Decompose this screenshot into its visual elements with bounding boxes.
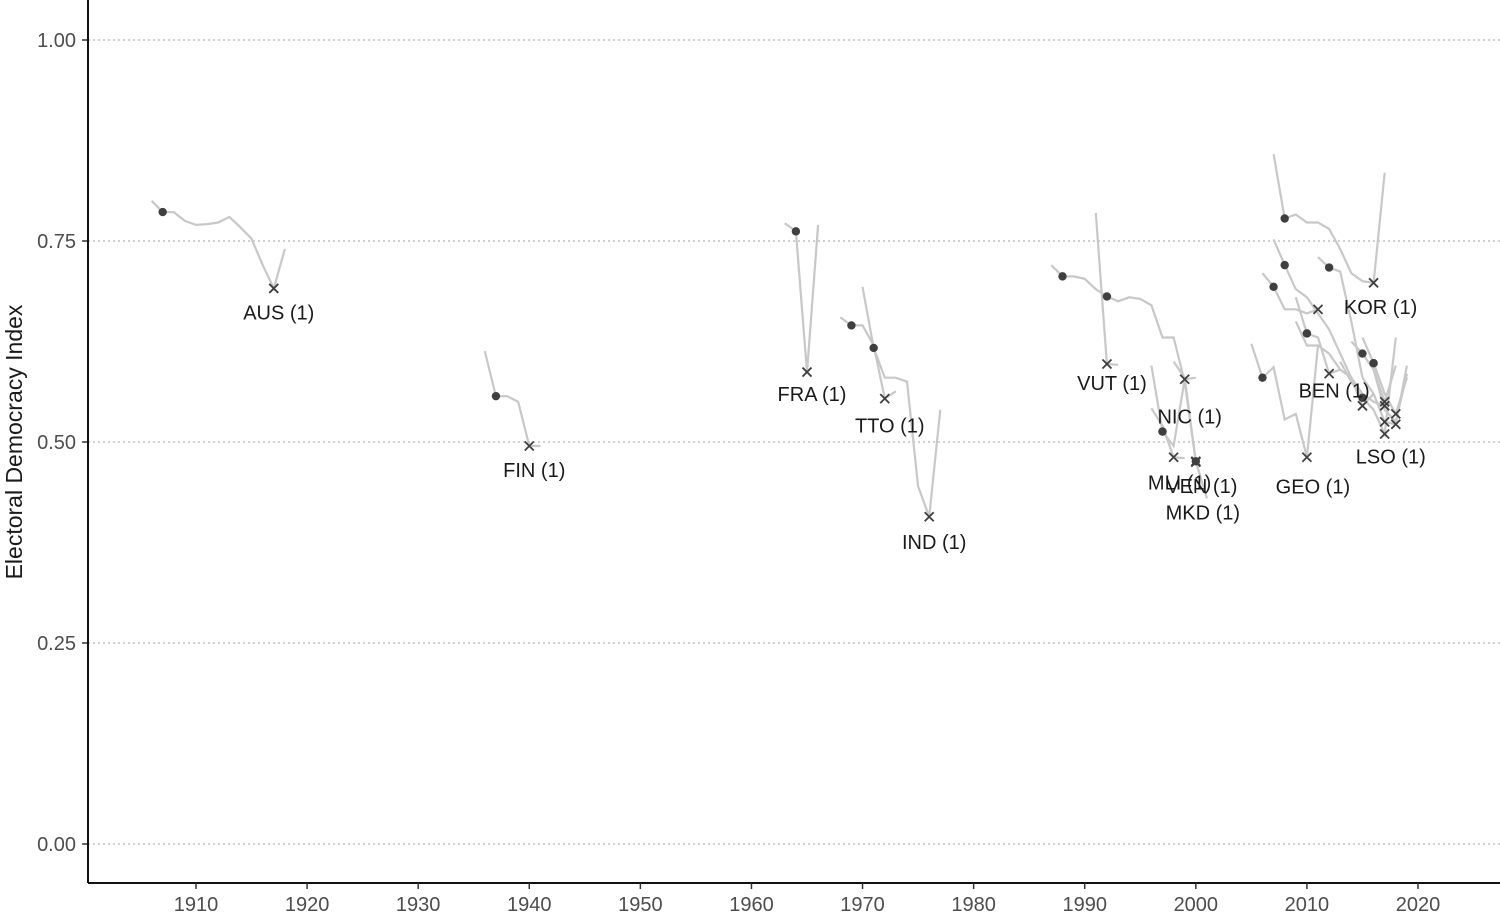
onset-point — [1358, 393, 1367, 402]
end-marker — [879, 393, 890, 404]
episode-label: LSO (1) — [1356, 446, 1426, 468]
end-marker — [1101, 358, 1113, 370]
end-marker — [1301, 452, 1313, 463]
end-marker — [1312, 304, 1324, 315]
episode-labels: AUS (1) FIN (1) FRA (1) TTO (1) IND (1) VEN (… — [243, 297, 1426, 554]
onset-point — [1358, 349, 1367, 358]
onset-point — [869, 343, 878, 353]
episode-label: AUS (1) — [243, 302, 314, 324]
onset-point — [1102, 292, 1112, 301]
onset-point — [1280, 214, 1289, 223]
x-tick-label: 1940 — [507, 894, 552, 916]
end-marker — [1379, 416, 1390, 428]
onset-point — [847, 321, 856, 330]
episode-line — [1050, 264, 1197, 463]
episode-trajectories — [150, 154, 1408, 518]
axes: 0.00 0.25 0.50 0.75 1.00 1910 1920 1930 1940 1950… — [37, 0, 1500, 916]
episode-markers — [158, 207, 1401, 522]
end-marker — [1357, 400, 1368, 411]
episode-line — [1150, 407, 1185, 460]
end-marker — [1323, 368, 1335, 379]
x-tick-label: 1980 — [951, 894, 996, 916]
episode-line — [839, 316, 897, 401]
onset-point — [1058, 272, 1067, 281]
y-tick-label: 1.00 — [37, 30, 76, 52]
episode-label: VUT (1) — [1077, 373, 1147, 395]
end-marker — [1379, 396, 1390, 407]
end-marker — [268, 283, 279, 294]
episode-line — [1372, 369, 1408, 425]
episode-label: NIC (1) — [1157, 406, 1221, 428]
onset-point — [1269, 282, 1278, 292]
episode-line — [1294, 296, 1341, 376]
end-marker — [1379, 400, 1390, 411]
episode-label: MKD (1) — [1166, 502, 1240, 524]
y-tick-label: 0.75 — [37, 231, 76, 253]
episode-label: FRA (1) — [778, 384, 847, 406]
onset-point — [791, 227, 801, 236]
episode-line — [1339, 337, 1397, 439]
episode-label: TTO (1) — [855, 416, 925, 438]
onset-point — [158, 207, 167, 217]
y-tick-label: 0.50 — [37, 432, 76, 454]
onset-point — [1258, 373, 1267, 382]
onset-point — [1369, 359, 1378, 368]
y-tick-label: 0.00 — [37, 834, 76, 856]
episode-label: BEN (1) — [1299, 381, 1370, 403]
end-marker — [1368, 277, 1379, 288]
episode-line — [150, 200, 286, 292]
onset-point — [1324, 263, 1334, 272]
onset-point — [1280, 260, 1289, 270]
episode-line — [483, 350, 541, 448]
end-marker — [1390, 419, 1401, 430]
end-marker — [524, 440, 535, 452]
x-tick-label: 1990 — [1062, 894, 1107, 916]
x-tick-label: 1960 — [729, 894, 774, 916]
episode-label: VEN (1) — [1166, 476, 1237, 498]
x-tick-label: 2010 — [1285, 894, 1330, 916]
episode-line — [784, 222, 820, 373]
onset-point — [1158, 427, 1167, 436]
y-tick-label: 0.25 — [37, 633, 76, 655]
x-tick-label: 1970 — [840, 894, 885, 916]
end-marker — [924, 511, 935, 522]
episode-label: FIN (1) — [503, 460, 565, 482]
end-marker — [1390, 408, 1401, 419]
episode-line — [1172, 360, 1208, 499]
episode-label: IND (1) — [902, 532, 966, 554]
x-tick-label: 2000 — [1174, 894, 1219, 916]
episode-line — [1272, 154, 1386, 285]
x-tick-label: 1950 — [618, 894, 663, 916]
episode-line — [1150, 365, 1196, 449]
episode-line — [861, 286, 942, 518]
end-marker — [1168, 452, 1179, 463]
y-axis-title: Electoral Democracy Index — [1, 304, 27, 579]
episode-label: GEO (1) — [1276, 476, 1350, 498]
x-tick-label: 1920 — [285, 894, 330, 916]
episode-label: KOR (1) — [1344, 297, 1417, 319]
x-tick-label: 1930 — [396, 894, 441, 916]
gridlines — [88, 39, 1500, 845]
end-marker — [1190, 456, 1201, 467]
onset-point — [491, 391, 501, 401]
end-marker — [1379, 428, 1390, 440]
episode-line — [1094, 212, 1119, 366]
x-tick-label: 1910 — [174, 894, 219, 916]
end-marker — [801, 366, 813, 378]
onset-point — [1302, 329, 1312, 338]
episode-label: MLI (1) — [1148, 472, 1211, 494]
end-marker — [1179, 374, 1190, 385]
x-tick-label: 2020 — [1396, 894, 1441, 916]
